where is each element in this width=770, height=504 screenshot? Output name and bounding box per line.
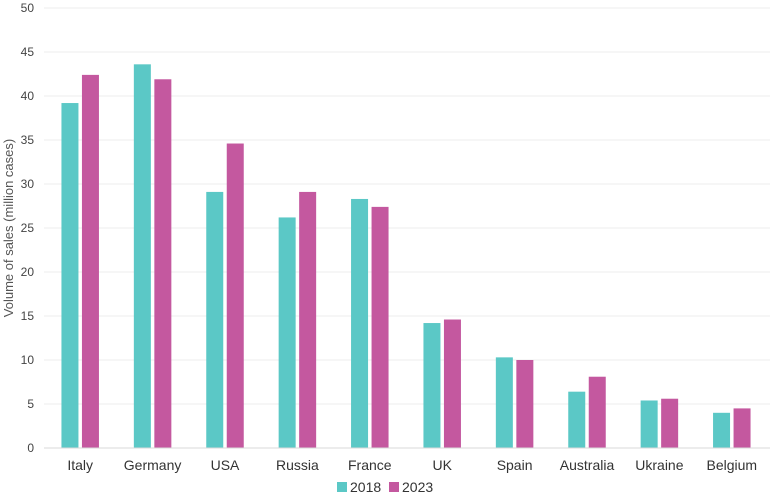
bars xyxy=(61,64,751,449)
x-category-label: Russia xyxy=(276,457,319,473)
x-category-label: France xyxy=(348,457,392,473)
bar-2018-uk xyxy=(423,323,441,448)
y-tick-label: 30 xyxy=(21,177,35,191)
y-tick-label: 25 xyxy=(21,221,35,235)
legend-label-2023: 2023 xyxy=(402,479,433,495)
x-axis-categories: Italy Germany USA Russia France UK Spain Austra… xyxy=(67,457,757,473)
bar-2023-spain xyxy=(516,360,534,448)
bar-2023-germany xyxy=(154,79,172,448)
bar-2018-belgium xyxy=(713,412,731,448)
bar-2023-russia xyxy=(299,191,317,449)
legend-swatch-2023 xyxy=(389,482,399,492)
y-tick-label: 20 xyxy=(21,265,35,279)
x-category-label: Spain xyxy=(497,457,533,473)
y-tick-label: 40 xyxy=(21,89,35,103)
x-category-label: Belgium xyxy=(707,457,758,473)
bar-2018-italy xyxy=(61,103,79,448)
y-tick-label: 35 xyxy=(21,133,35,147)
x-category-label: Ukraine xyxy=(635,457,683,473)
y-axis-ticks: 0 5 10 15 20 25 30 35 40 45 50 xyxy=(21,1,35,455)
bar-2018-france xyxy=(351,198,369,448)
bar-2018-germany xyxy=(133,64,151,448)
bar-2023-usa xyxy=(226,143,244,448)
legend-swatch-2018 xyxy=(337,482,347,492)
gridlines xyxy=(44,7,770,405)
x-category-label: Australia xyxy=(560,457,615,473)
y-tick-label: 5 xyxy=(27,397,34,411)
bar-2023-belgium xyxy=(733,408,751,448)
bar-2023-italy xyxy=(81,74,99,448)
legend: 2018 2023 xyxy=(337,479,433,495)
y-tick-label: 0 xyxy=(27,441,34,455)
x-category-label: USA xyxy=(211,457,240,473)
y-axis-title: Volume of sales (million cases) xyxy=(1,139,16,317)
bar-2023-ukraine xyxy=(661,398,679,448)
y-tick-label: 45 xyxy=(21,45,35,59)
bar-2018-ukraine xyxy=(640,400,658,448)
x-category-label: UK xyxy=(432,457,452,473)
bar-2023-france xyxy=(371,206,389,448)
bar-2023-australia xyxy=(588,376,606,448)
bar-2018-australia xyxy=(568,391,586,448)
y-tick-label: 10 xyxy=(21,353,35,367)
y-tick-label: 15 xyxy=(21,309,35,323)
bar-2018-spain xyxy=(495,357,513,448)
legend-label-2018: 2018 xyxy=(350,479,381,495)
x-category-label: Italy xyxy=(67,457,93,473)
bar-2018-usa xyxy=(206,191,224,449)
y-tick-label: 50 xyxy=(21,1,35,15)
x-category-label: Germany xyxy=(124,457,182,473)
bar-2023-uk xyxy=(443,319,461,448)
bar-2018-russia xyxy=(278,217,296,448)
